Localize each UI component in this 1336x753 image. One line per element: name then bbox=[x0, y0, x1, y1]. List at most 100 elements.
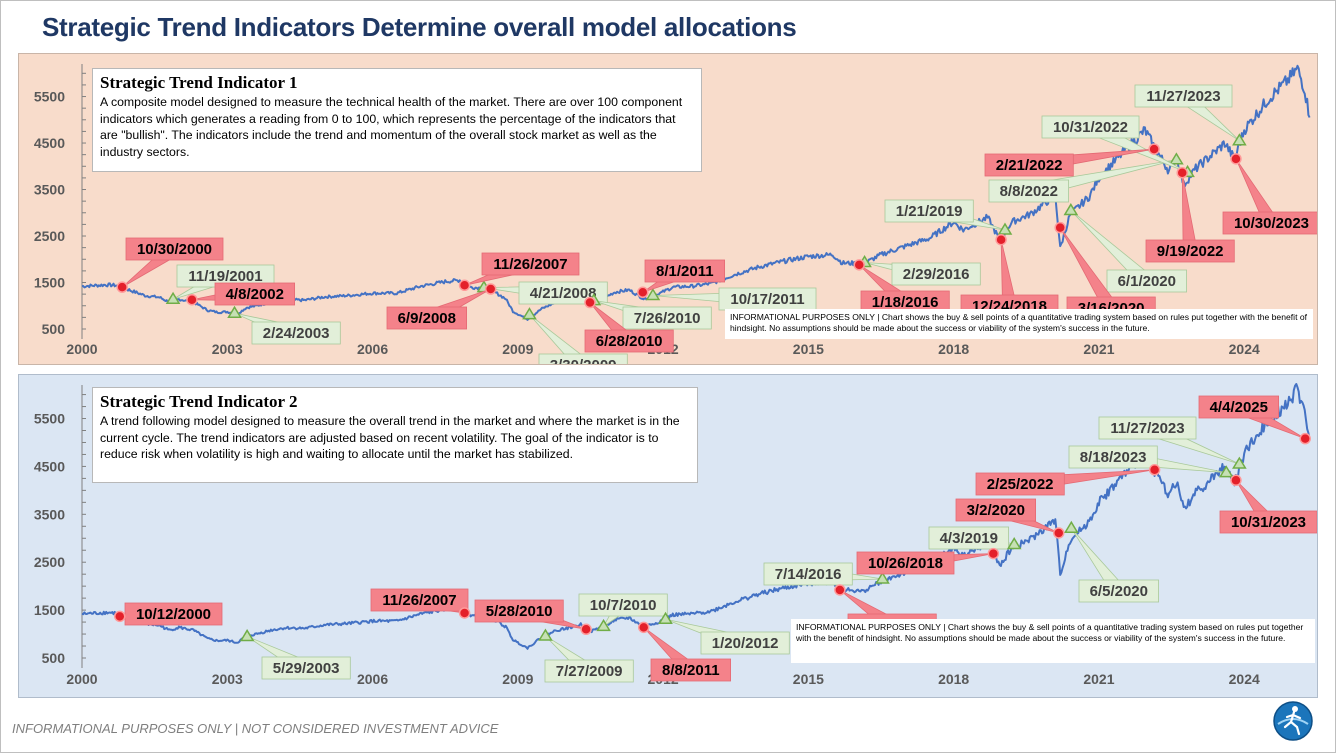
sell-signal-marker bbox=[1052, 527, 1065, 539]
y-tick-label: 3500 bbox=[34, 182, 65, 198]
x-tick-label: 2009 bbox=[502, 671, 533, 687]
sell-signal-date-label: 6/28/2010 bbox=[596, 333, 663, 350]
buy-signal-label-box bbox=[1134, 84, 1233, 108]
buy-signal-date-label: 11/27/2023 bbox=[1110, 420, 1184, 437]
buy-signal-label-box bbox=[518, 281, 608, 305]
x-tick-label: 2021 bbox=[1083, 341, 1114, 357]
sell-signal-label-box bbox=[1219, 510, 1317, 534]
sell-signal-date-label: 4/4/2025 bbox=[1210, 399, 1268, 416]
y-tick-label: 3500 bbox=[34, 506, 65, 522]
sell-signal-label-box bbox=[1222, 211, 1317, 235]
y-tick-label: 1500 bbox=[34, 275, 65, 291]
sell-signal-marker bbox=[458, 607, 471, 619]
buy-signal-date-label: 7/27/2009 bbox=[556, 663, 623, 680]
x-tick-label: 2006 bbox=[357, 671, 388, 687]
buy-callout-pointer bbox=[529, 314, 589, 364]
indicator-1-info-box: Strategic Trend Indicator 1 A composite … bbox=[92, 68, 702, 172]
buy-signal-label-box bbox=[1106, 269, 1187, 293]
buy-signal-date-label: 6/5/2020 bbox=[1090, 583, 1148, 600]
x-tick-label: 2021 bbox=[1083, 671, 1114, 687]
price-line bbox=[81, 383, 1311, 650]
x-tick-label: 2009 bbox=[502, 341, 533, 357]
buy-signal-marker bbox=[645, 288, 661, 301]
sell-signal-date-label: 6/9/2008 bbox=[398, 310, 456, 327]
buy-signal-label-box bbox=[763, 562, 853, 586]
y-tick-label: 4500 bbox=[34, 458, 65, 474]
buy-signal-date-label: 3/30/2009 bbox=[550, 357, 617, 364]
buy-signal-date-label: 2/29/2016 bbox=[903, 266, 970, 283]
buy-signal-label-box bbox=[928, 526, 1009, 550]
sell-signal-label-box bbox=[644, 259, 725, 283]
buy-signal-date-label: 8/18/2023 bbox=[1080, 449, 1147, 466]
buy-signal-date-label: 7/26/2010 bbox=[634, 310, 701, 327]
sell-signal-marker bbox=[116, 281, 128, 293]
buy-signal-date-label: 11/19/2001 bbox=[188, 268, 262, 285]
buy-signal-marker bbox=[239, 628, 255, 642]
sell-signal-marker bbox=[1230, 474, 1242, 487]
x-tick-label: 2000 bbox=[66, 671, 97, 687]
x-tick-label: 2000 bbox=[66, 341, 97, 357]
sell-signal-label-box bbox=[856, 551, 955, 575]
x-tick-label: 2003 bbox=[212, 671, 243, 687]
buy-signal-label-box bbox=[578, 593, 668, 617]
indicator-2-description: A trend following model designed to meas… bbox=[100, 414, 680, 461]
sell-signal-marker bbox=[1054, 221, 1066, 234]
sell-signal-label-box bbox=[955, 498, 1036, 522]
sell-signal-date-label: 2/21/2022 bbox=[996, 157, 1063, 174]
indicator-1-title: Strategic Trend Indicator 1 bbox=[100, 73, 298, 92]
sell-signal-marker bbox=[987, 547, 1000, 560]
sell-signal-date-label: 5/28/2010 bbox=[486, 603, 553, 620]
buy-signal-marker bbox=[875, 571, 890, 584]
sell-signal-marker bbox=[458, 279, 471, 292]
disclaimer-note-2: INFORMATIONAL PURPOSES ONLY | Chart show… bbox=[791, 619, 1315, 663]
buy-signal-label-box bbox=[251, 321, 341, 345]
y-tick-label: 500 bbox=[42, 321, 66, 337]
buy-signal-marker bbox=[1006, 537, 1022, 550]
y-tick-label: 2500 bbox=[34, 554, 65, 570]
buy-signal-marker bbox=[1063, 202, 1079, 216]
sell-signal-date-label: 8/1/2011 bbox=[656, 263, 714, 280]
buy-signal-label-box bbox=[700, 631, 790, 655]
buy-signal-marker bbox=[1232, 133, 1247, 146]
x-tick-label: 2015 bbox=[793, 341, 824, 357]
buy-signal-marker bbox=[165, 291, 181, 304]
buy-signal-date-label: 6/1/2020 bbox=[1118, 273, 1176, 290]
sell-signal-label-box bbox=[386, 306, 467, 330]
sell-signal-label-box bbox=[975, 472, 1065, 496]
buy-signal-marker bbox=[997, 222, 1013, 235]
x-tick-label: 2015 bbox=[793, 671, 824, 687]
sell-signal-label-box bbox=[1145, 239, 1235, 263]
buy-signal-label-box bbox=[988, 179, 1069, 203]
y-tick-label: 5500 bbox=[34, 411, 65, 427]
runner-globe-logo-icon bbox=[1273, 701, 1313, 741]
buy-signal-date-label: 10/17/2011 bbox=[730, 291, 804, 308]
sell-signal-label-box bbox=[370, 588, 469, 612]
buy-signal-date-label: 7/14/2016 bbox=[775, 566, 842, 583]
x-tick-label: 2018 bbox=[938, 671, 969, 687]
buy-signal-marker bbox=[522, 307, 537, 320]
buy-signal-label-box bbox=[261, 656, 351, 680]
footer-disclaimer: INFORMATIONAL PURPOSES ONLY | NOT CONSID… bbox=[12, 721, 499, 736]
chart-panel-2: 500 1500 2500 3500 4500 5500 2000 2003 2006 2009 2… bbox=[18, 374, 1318, 698]
buy-signal-date-label: 11/27/2023 bbox=[1146, 88, 1220, 105]
buy-signal-label-box bbox=[1098, 416, 1197, 440]
buy-signal-marker bbox=[658, 611, 673, 624]
buy-signal-date-label: 1/21/2019 bbox=[896, 203, 963, 220]
y-tick-label: 5500 bbox=[34, 89, 65, 105]
sell-signal-label-box bbox=[481, 252, 580, 276]
buy-signal-marker bbox=[227, 305, 242, 318]
buy-signal-marker bbox=[538, 628, 553, 641]
buy-signal-marker bbox=[1169, 152, 1184, 165]
sell-signal-label-box bbox=[214, 282, 295, 306]
sell-signal-marker bbox=[995, 233, 1007, 246]
buy-signal-date-label: 1/20/2012 bbox=[712, 635, 779, 652]
sell-signal-date-label: 3/2/2020 bbox=[967, 502, 1025, 519]
sell-signal-date-label: 10/30/2023 bbox=[1234, 215, 1309, 232]
buy-signal-label-box bbox=[884, 199, 974, 223]
sell-signal-label-box bbox=[1198, 395, 1279, 419]
y-tick-label: 2500 bbox=[34, 228, 65, 244]
buy-signal-label-box bbox=[544, 659, 634, 683]
sell-signal-marker bbox=[484, 283, 497, 295]
sell-signal-marker bbox=[1176, 167, 1188, 179]
sell-signal-marker bbox=[1299, 432, 1311, 445]
